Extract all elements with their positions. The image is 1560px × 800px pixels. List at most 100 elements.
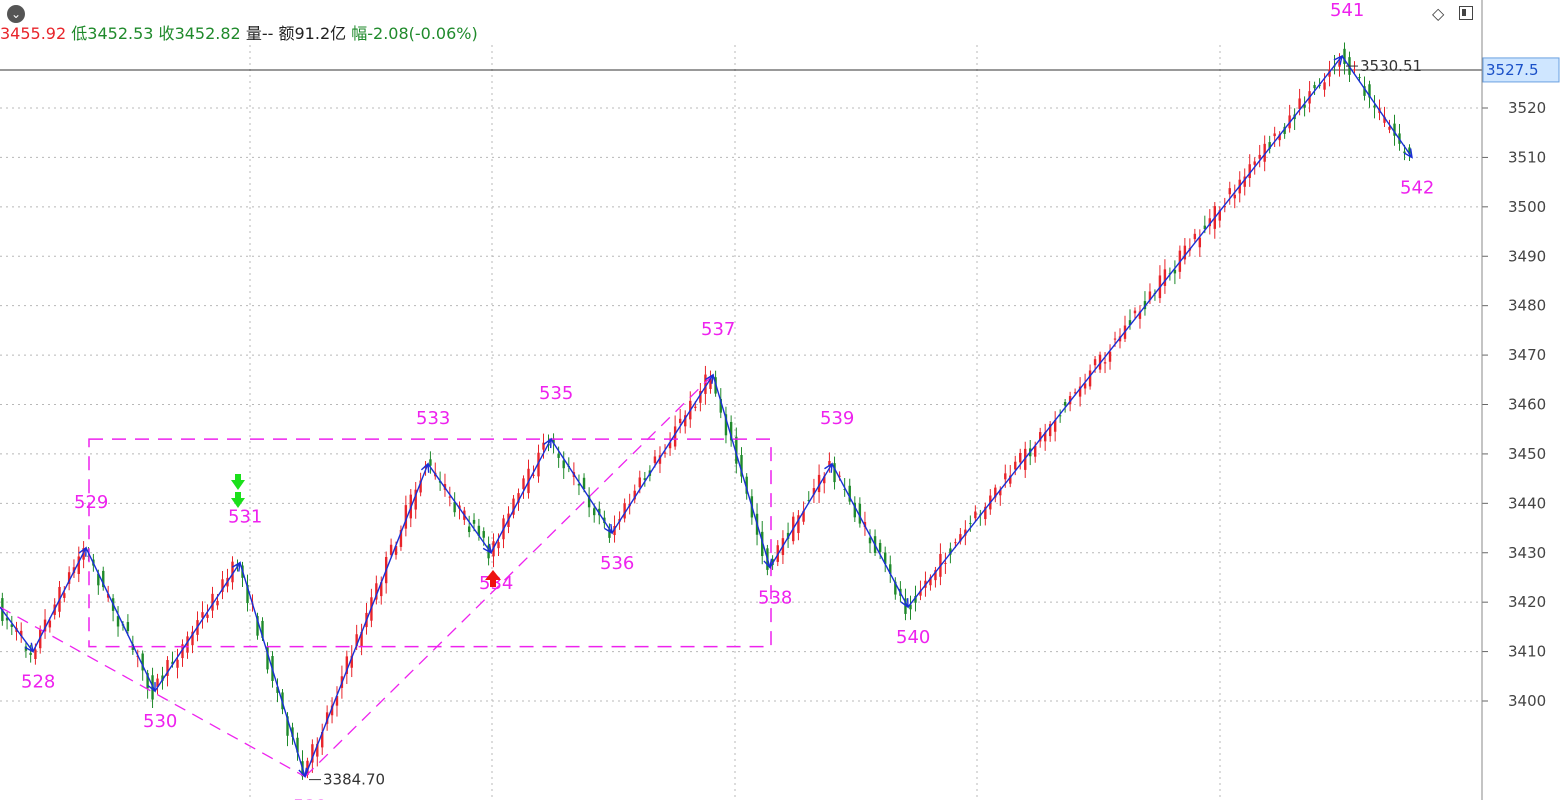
candle-body	[582, 477, 586, 490]
candle-body	[350, 655, 353, 668]
panel-toggle-icon[interactable]	[1459, 6, 1473, 20]
wave-label-542: 542	[1400, 177, 1434, 198]
current-price-value: 3527.5	[1486, 61, 1539, 79]
buy-signal-stem	[490, 580, 496, 587]
candle-body	[191, 631, 194, 646]
candle-body	[823, 476, 826, 484]
candle-body	[1243, 176, 1246, 187]
candle-body	[878, 542, 882, 552]
y-tick-label: 3450	[1508, 445, 1546, 463]
candle-body	[1313, 85, 1316, 89]
candle-body	[1004, 473, 1007, 480]
candle-body	[909, 604, 912, 610]
candle-body	[106, 593, 110, 598]
candle-layer	[1, 42, 1411, 780]
close-label: 收	[158, 24, 175, 43]
consolidation-box-layer	[0, 374, 772, 778]
candle-body	[335, 695, 339, 706]
candle-body	[171, 661, 174, 665]
candle-body	[1048, 424, 1052, 437]
candle-body	[512, 498, 515, 515]
y-tick-label: 3460	[1508, 396, 1546, 414]
candle-body	[306, 760, 309, 776]
wave-label-535: 535	[539, 383, 573, 404]
candle-body	[1148, 291, 1152, 301]
candle-body	[894, 581, 897, 595]
y-axis[interactable]: 3400 3410 3420 3430 3440 3450 3460 3470 3480 3490…	[1481, 0, 1560, 800]
amount-value: 91.2亿	[294, 24, 347, 43]
candle-body	[345, 656, 349, 674]
candle-body	[1203, 225, 1207, 230]
candle-body	[360, 631, 363, 647]
candle-body	[497, 542, 500, 549]
candle-body	[797, 515, 800, 534]
candle-body	[719, 398, 722, 413]
candle-body	[704, 374, 707, 394]
candle-body	[1273, 133, 1276, 137]
candle-body	[186, 636, 189, 653]
collapse-button[interactable]: ⌄	[7, 5, 25, 23]
candle-body	[577, 483, 581, 486]
wave-segment	[490, 438, 552, 554]
candle-body	[5, 617, 9, 621]
candle-body	[949, 548, 952, 555]
candle-body	[658, 455, 662, 464]
candle-body	[994, 487, 997, 498]
candle-body	[729, 421, 733, 441]
y-tick-label: 3510	[1508, 148, 1546, 166]
candle-body	[552, 438, 555, 444]
sell-signal-stem	[235, 492, 241, 499]
candle-body	[1143, 301, 1147, 310]
candle-body	[1073, 392, 1077, 394]
candle-body	[537, 452, 540, 477]
low-value: 3452.53	[87, 24, 154, 43]
candle-body	[141, 653, 144, 671]
candle-body	[394, 546, 398, 555]
candle-body	[1283, 126, 1286, 134]
candle-body	[1328, 69, 1331, 77]
candle-body	[276, 686, 279, 693]
candle-body	[1253, 161, 1256, 165]
candle-body	[904, 598, 907, 614]
candle-body	[740, 454, 743, 477]
wave-label-538: 538	[758, 588, 792, 609]
close-value: 3452.82	[174, 24, 241, 43]
candle-body	[1278, 134, 1281, 141]
wave-label-529: 529	[74, 492, 108, 513]
wave-segment	[769, 463, 833, 568]
candle-body	[296, 737, 299, 753]
candle-body	[380, 582, 383, 597]
candle-body	[311, 744, 314, 763]
candle-body	[77, 556, 80, 574]
candle-body	[1383, 116, 1386, 123]
candle-body	[623, 503, 626, 519]
change-label: 幅	[351, 24, 368, 43]
sell-signal-arrow	[231, 480, 245, 490]
candle-body	[161, 675, 164, 681]
candle-body	[1303, 104, 1306, 108]
candle-body	[914, 596, 917, 603]
candle-body	[1198, 237, 1202, 248]
current-price-tag	[1482, 57, 1560, 83]
candle-body	[1034, 445, 1037, 457]
y-tick-label: 3410	[1508, 643, 1546, 661]
candle-body	[156, 678, 159, 687]
candle-body	[964, 529, 967, 536]
wave-segment	[712, 374, 771, 568]
candle-body	[542, 442, 545, 450]
candle-body	[453, 502, 456, 513]
candle-body	[557, 453, 560, 458]
candle-body	[1353, 69, 1356, 71]
wave-segment	[550, 438, 613, 534]
candle-body	[812, 488, 816, 495]
candle-body	[638, 477, 641, 488]
low-label: 低	[71, 24, 88, 43]
candle-body	[1373, 105, 1376, 108]
diamond-icon[interactable]: ◇	[1432, 4, 1445, 23]
sell-signal-arrow	[231, 498, 245, 508]
wave-layer	[0, 54, 1413, 779]
candle-body	[562, 460, 565, 469]
candle-body	[67, 572, 71, 584]
candle-body	[724, 414, 728, 436]
